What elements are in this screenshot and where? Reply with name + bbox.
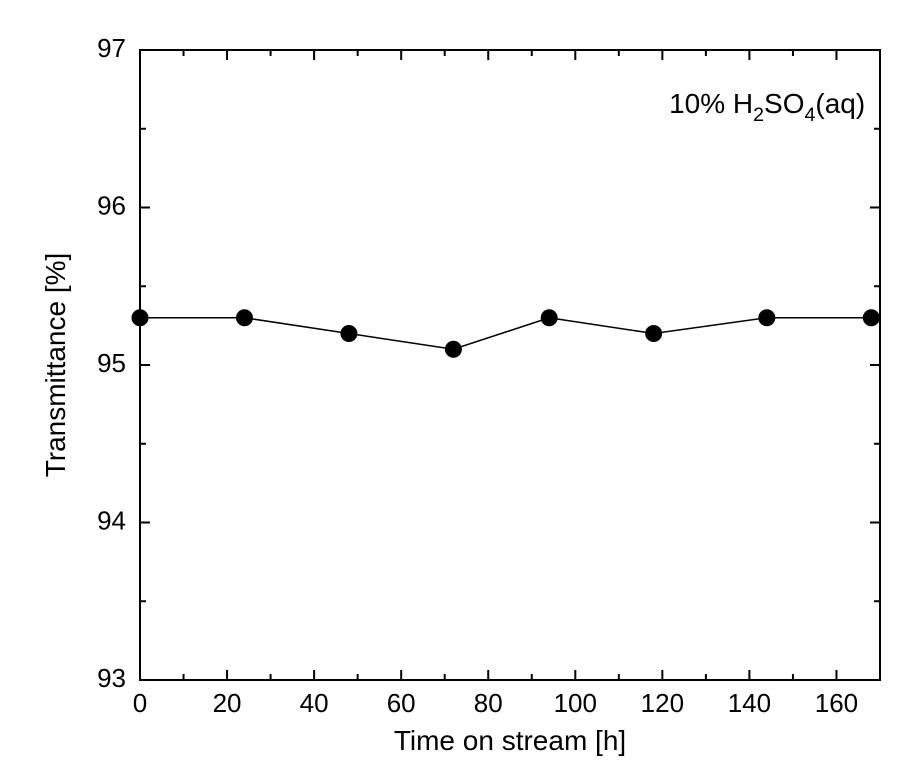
- x-tick-label: 40: [300, 688, 329, 718]
- y-axis-title: Transmittance [%]: [40, 253, 71, 478]
- x-tick-label: 20: [213, 688, 242, 718]
- data-point: [541, 310, 557, 326]
- y-tick-label: 94: [97, 505, 126, 535]
- y-tick-label: 93: [97, 663, 126, 693]
- x-tick-label: 80: [474, 688, 503, 718]
- data-point: [236, 310, 252, 326]
- data-point: [445, 341, 461, 357]
- data-point: [132, 310, 148, 326]
- y-tick-label: 97: [97, 33, 126, 63]
- x-axis-title: Time on stream [h]: [394, 725, 626, 756]
- x-tick-label: 100: [554, 688, 597, 718]
- x-tick-label: 0: [133, 688, 147, 718]
- x-tick-label: 60: [387, 688, 416, 718]
- y-tick-label: 95: [97, 348, 126, 378]
- y-tick-label: 96: [97, 190, 126, 220]
- data-point: [759, 310, 775, 326]
- data-point: [646, 326, 662, 342]
- data-point: [863, 310, 879, 326]
- x-tick-label: 160: [815, 688, 858, 718]
- x-tick-label: 140: [728, 688, 771, 718]
- transmittance-chart: 0 20 40 60 80 100 120 140 160 93 94 95 96 97 Time on s…: [0, 0, 924, 776]
- x-tick-label: 120: [641, 688, 684, 718]
- data-point: [341, 326, 357, 342]
